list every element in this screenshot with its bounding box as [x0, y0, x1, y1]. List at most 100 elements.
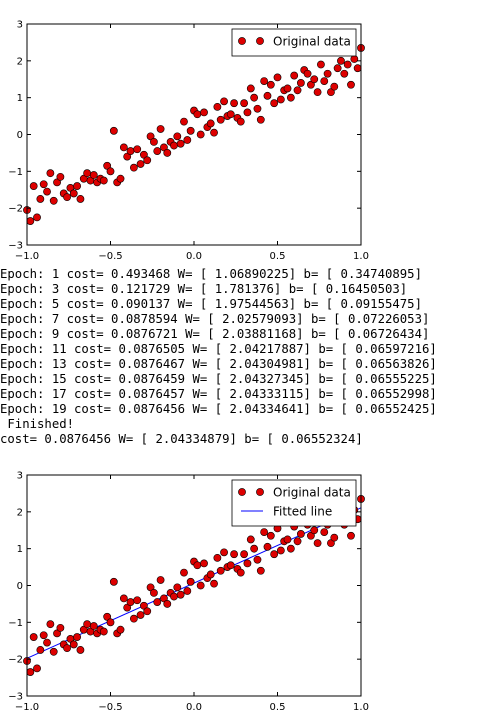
data-point	[73, 182, 81, 190]
data-point	[33, 213, 41, 222]
y-tick-label: 0	[17, 581, 23, 592]
data-point	[39, 631, 48, 640]
data-point	[230, 550, 238, 559]
data-point	[153, 598, 162, 606]
legend-label: Fitted line	[273, 505, 332, 519]
data-point	[303, 69, 312, 78]
data-point	[33, 664, 41, 673]
data-point	[99, 176, 108, 185]
data-point	[266, 531, 275, 540]
data-point	[143, 156, 152, 165]
console-line: Epoch: 9 cost= 0.0876721 W= [ 2.03881168…	[0, 327, 430, 341]
y-tick-label: −3	[8, 241, 23, 252]
data-point	[250, 93, 259, 102]
data-point	[89, 622, 98, 630]
data-point	[330, 533, 339, 542]
x-tick-label: 0.5	[270, 702, 286, 713]
data-point	[250, 544, 259, 553]
data-point	[333, 64, 342, 73]
console-line: Epoch: 11 cost= 0.0876505 W= [ 2.0421788…	[0, 342, 437, 356]
data-point	[337, 56, 345, 65]
console-line: Epoch: 3 cost= 0.121729 W= [ 1.781376] b…	[0, 282, 408, 296]
data-point	[296, 79, 305, 87]
data-point	[133, 145, 142, 154]
data-point	[163, 600, 172, 608]
data-point	[29, 633, 38, 641]
data-point	[347, 80, 355, 89]
data-point	[56, 172, 65, 181]
data-point	[266, 80, 275, 89]
data-point	[76, 646, 85, 654]
data-point	[286, 93, 295, 102]
legend-box	[231, 479, 357, 527]
data-point	[290, 71, 299, 80]
data-point	[236, 117, 245, 126]
data-point	[213, 553, 222, 562]
data-point	[170, 141, 178, 150]
data-point	[76, 195, 85, 203]
data-point	[313, 539, 322, 548]
data-point	[293, 86, 302, 95]
data-point	[133, 596, 142, 605]
x-tick-label: 0.0	[186, 702, 202, 713]
data-point	[183, 136, 192, 144]
data-point	[180, 568, 188, 577]
data-point	[73, 633, 81, 641]
data-point	[347, 531, 355, 540]
data-point	[283, 535, 292, 544]
data-point	[200, 108, 208, 117]
data-point	[116, 625, 125, 634]
y-tick-label: −1	[8, 618, 23, 629]
data-point	[29, 182, 38, 190]
data-point	[353, 64, 362, 73]
x-tick-label: −1.0	[15, 702, 39, 713]
y-tick-label: −2	[8, 204, 23, 215]
data-point	[49, 647, 58, 656]
y-tick-label: 2	[17, 56, 23, 67]
data-point	[350, 55, 359, 63]
console-output: Epoch: 1 cost= 0.493468 W= [ 1.06890225]…	[0, 267, 437, 447]
data-point	[163, 149, 172, 157]
data-point	[200, 559, 208, 568]
data-point	[49, 196, 58, 205]
x-tick-label: 0.5	[270, 251, 286, 262]
x-tick-label: 1.0	[353, 702, 369, 713]
plot-area	[27, 24, 361, 245]
legend-label: Original data	[273, 486, 351, 500]
x-tick-label: −1.0	[15, 251, 39, 262]
data-point	[143, 607, 152, 616]
data-point	[293, 537, 302, 546]
y-tick-label: 1	[17, 544, 23, 555]
data-point	[323, 69, 332, 78]
data-point	[216, 115, 225, 124]
y-tick-label: −1	[8, 167, 23, 178]
data-point	[56, 623, 65, 632]
data-point	[283, 84, 292, 93]
data-point	[126, 147, 135, 155]
data-point	[320, 77, 329, 85]
data-point	[106, 167, 115, 176]
y-tick-label: 3	[17, 471, 23, 482]
data-point	[196, 581, 205, 590]
console-line: Epoch: 19 cost= 0.0876456 W= [ 2.0433464…	[0, 402, 437, 416]
data-point	[206, 119, 215, 128]
data-point	[313, 88, 322, 97]
data-point	[246, 84, 255, 93]
data-point	[226, 561, 235, 570]
data-point	[63, 644, 71, 653]
data-point	[243, 559, 252, 568]
data-point	[116, 174, 125, 183]
legend-marker-swatch	[256, 488, 264, 496]
data-point	[213, 102, 222, 111]
data-point	[183, 587, 192, 595]
data-point	[176, 139, 185, 148]
data-point	[109, 126, 118, 135]
data-point	[136, 160, 145, 168]
data-point	[260, 77, 269, 85]
data-point	[220, 97, 228, 106]
console-line: Finished!	[0, 417, 75, 431]
data-point	[193, 561, 202, 570]
data-point	[106, 618, 115, 627]
scatter-plot-original-data: −1.0 −0.5 0.0 0.5 1.0 −3 −2 −1 0 1 2 3 Original data	[8, 20, 369, 263]
data-point	[36, 195, 45, 203]
